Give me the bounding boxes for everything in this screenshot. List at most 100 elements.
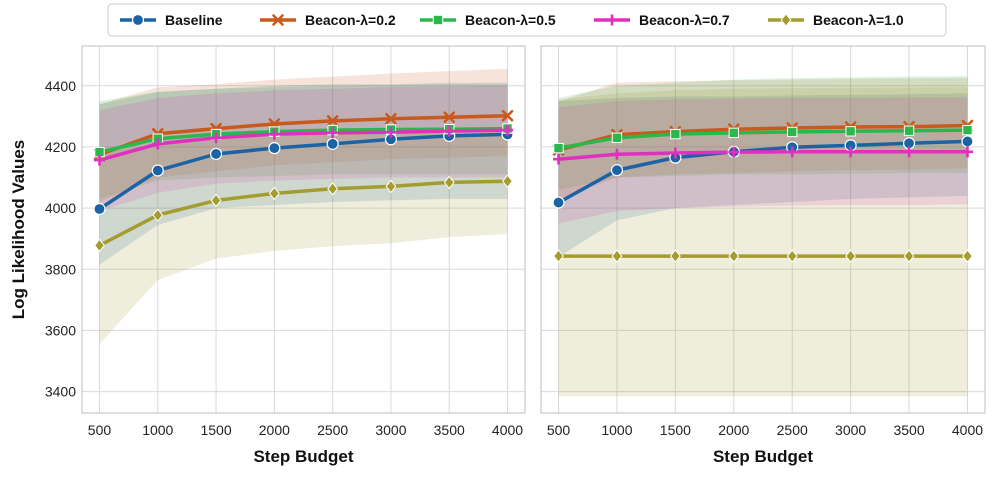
data-point-beacon-lambda-0-2 bbox=[501, 109, 514, 122]
panel-left: 500 1000 1500 2000 2500 3000 3500 4000 3400 3600 3… bbox=[45, 45, 526, 438]
x-tick-label: 2500 bbox=[777, 422, 808, 438]
data-point-beacon-lambda-1-0 bbox=[962, 249, 973, 263]
data-point-beacon-lambda-1-0 bbox=[611, 249, 623, 263]
data-point-beacon-lambda-0-5 bbox=[962, 124, 973, 136]
confidence-band-beacon-lambda-1-0 bbox=[99, 127, 508, 345]
x-tick-label: 4000 bbox=[492, 422, 523, 438]
legend-marker-beacon-lambda-0-5 bbox=[432, 14, 444, 26]
data-point-beacon-lambda-1-0 bbox=[903, 249, 915, 263]
y-axis-label: Log Likelihood Values bbox=[9, 140, 28, 319]
data-point-beacon-lambda-0-7 bbox=[728, 146, 740, 158]
data-point-beacon-lambda-1-0 bbox=[327, 182, 339, 196]
y-tick-label: 4200 bbox=[45, 139, 76, 155]
series-line-beacon-lambda-0-7 bbox=[99, 128, 508, 162]
data-point-beacon-lambda-1-0 bbox=[669, 249, 681, 263]
series-line-beacon-lambda-0-2 bbox=[558, 123, 968, 152]
data-point-beacon-lambda-0-7 bbox=[443, 125, 455, 137]
series-line-beacon-lambda-0-7 bbox=[558, 150, 968, 161]
x-tick-label: 500 bbox=[88, 422, 112, 438]
data-point-beacon-lambda-0-5 bbox=[728, 127, 739, 139]
y-tick-label: 3800 bbox=[45, 261, 76, 277]
data-point-beacon-lambda-1-0 bbox=[502, 174, 513, 188]
data-point-beacon-lambda-1-0 bbox=[268, 186, 280, 201]
confidence-band-beacon-lambda-0-7 bbox=[558, 97, 968, 224]
data-point-beacon-lambda-0-5 bbox=[611, 132, 623, 143]
data-point-beacon-lambda-1-0 bbox=[385, 179, 397, 194]
x-tick-label: 3500 bbox=[434, 422, 465, 438]
y-tick-label: 3600 bbox=[45, 322, 76, 338]
data-point-baseline bbox=[552, 196, 565, 209]
confidence-band-beacon-lambda-0-2 bbox=[99, 68, 508, 203]
data-point-beacon-lambda-0-2 bbox=[385, 112, 397, 125]
x-axis-label-right: Step Budget bbox=[713, 447, 813, 466]
series-line-beacon-lambda-0-5 bbox=[558, 128, 968, 150]
data-point-beacon-lambda-1-0 bbox=[786, 249, 798, 263]
data-point-beacon-lambda-0-7 bbox=[553, 153, 565, 165]
data-point-beacon-lambda-1-0 bbox=[845, 249, 857, 263]
x-tick-label: 1500 bbox=[660, 422, 691, 438]
legend-label-beacon-lambda-0-7: Beacon-λ=0.7 bbox=[639, 12, 730, 28]
legend-label-baseline: Baseline bbox=[165, 12, 223, 28]
data-point-beacon-lambda-0-7 bbox=[903, 146, 915, 158]
x-tick-label: 1000 bbox=[142, 422, 173, 438]
confidence-band-beacon-lambda-1-0 bbox=[558, 87, 968, 397]
legend-marker-baseline bbox=[131, 13, 145, 27]
legend-label-beacon-lambda-1-0: Beacon-λ=1.0 bbox=[813, 12, 904, 28]
data-point-beacon-lambda-0-7 bbox=[669, 147, 681, 159]
plot-frame bbox=[81, 45, 526, 414]
legend-marker-beacon-lambda-0-2 bbox=[272, 14, 284, 26]
x-tick-label: 2000 bbox=[718, 422, 749, 438]
y-tick-label: 4400 bbox=[45, 78, 76, 94]
data-point-beacon-lambda-0-7 bbox=[93, 154, 105, 166]
x-tick-label: 2000 bbox=[259, 422, 290, 438]
data-point-baseline bbox=[93, 202, 106, 216]
data-point-baseline bbox=[326, 137, 339, 150]
data-point-beacon-lambda-0-5 bbox=[787, 126, 798, 138]
x-tick-label: 500 bbox=[547, 422, 571, 438]
data-point-beacon-lambda-0-5 bbox=[670, 128, 681, 140]
x-tick-label: 3000 bbox=[835, 422, 866, 438]
x-tick-label: 1000 bbox=[601, 422, 632, 438]
data-point-baseline bbox=[961, 135, 974, 148]
data-point-beacon-lambda-1-0 bbox=[443, 175, 455, 190]
series-line-beacon-lambda-0-2 bbox=[98, 113, 508, 157]
legend-marker-beacon-lambda-0-7 bbox=[606, 14, 618, 26]
data-point-baseline bbox=[610, 164, 624, 177]
data-point-beacon-lambda-0-7 bbox=[327, 127, 339, 139]
data-point-beacon-lambda-1-0 bbox=[152, 208, 164, 222]
series-line-beacon-lambda-0-5 bbox=[99, 126, 508, 154]
data-point-beacon-lambda-1-0 bbox=[94, 238, 105, 253]
data-point-baseline bbox=[268, 142, 281, 155]
x-tick-label: 1500 bbox=[200, 422, 231, 438]
plot-frame bbox=[540, 45, 986, 414]
panel-right: 500 1000 1500 2000 2500 3000 3500 4000 bbox=[540, 45, 986, 438]
data-point-baseline bbox=[151, 164, 164, 177]
x-tick-label: 3000 bbox=[375, 422, 406, 438]
series-line-baseline bbox=[98, 132, 508, 211]
data-point-beacon-lambda-0-7 bbox=[786, 146, 798, 158]
data-point-beacon-lambda-0-7 bbox=[210, 132, 222, 144]
confidence-band-beacon-lambda-0-2 bbox=[558, 78, 968, 199]
data-point-beacon-lambda-1-0 bbox=[553, 249, 564, 263]
data-point-beacon-lambda-0-7 bbox=[502, 124, 514, 136]
data-point-beacon-lambda-1-0 bbox=[210, 193, 222, 208]
legend-frame bbox=[107, 3, 947, 37]
x-axis-label-left: Step Budget bbox=[253, 447, 353, 466]
confidence-band-beacon-lambda-0-5 bbox=[99, 84, 508, 199]
data-point-beacon-lambda-0-7 bbox=[152, 138, 164, 150]
data-point-beacon-lambda-0-5 bbox=[845, 126, 856, 137]
data-point-beacon-lambda-0-7 bbox=[268, 128, 280, 140]
data-point-beacon-lambda-0-5 bbox=[553, 142, 564, 154]
x-tick-label: 3500 bbox=[893, 422, 924, 438]
data-point-beacon-lambda-0-2 bbox=[443, 111, 456, 124]
series-line-beacon-lambda-1-0 bbox=[98, 179, 508, 247]
y-tick-label: 4000 bbox=[45, 200, 76, 216]
legend: Baseline Beacon-λ=0.2 Beacon-λ=0.5 Beacon-λ… bbox=[107, 3, 947, 37]
data-point-beacon-lambda-0-7 bbox=[961, 146, 973, 158]
data-point-baseline bbox=[209, 147, 223, 161]
y-tick-label: 3400 bbox=[45, 384, 76, 400]
x-tick-label: 2500 bbox=[317, 422, 348, 438]
data-point-beacon-lambda-0-5 bbox=[903, 125, 915, 136]
legend-marker-beacon-lambda-1-0 bbox=[780, 13, 792, 27]
